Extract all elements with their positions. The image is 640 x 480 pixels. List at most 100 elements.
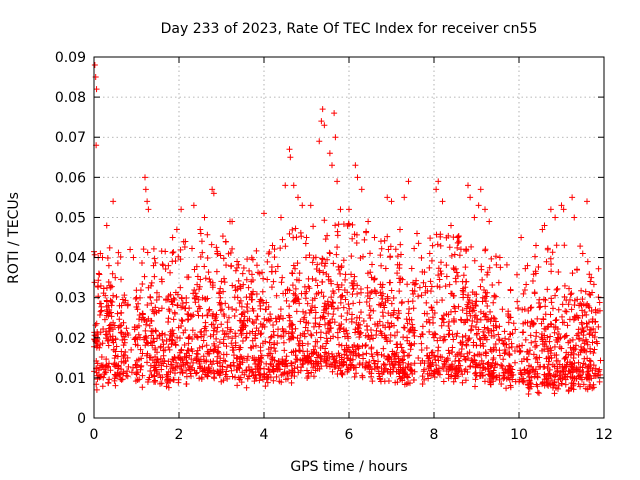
data-point [297, 367, 304, 374]
data-point [224, 319, 231, 326]
data-point [500, 356, 507, 363]
data-point [287, 335, 294, 342]
data-point [233, 264, 240, 271]
data-point [446, 318, 453, 325]
data-point [506, 344, 513, 351]
data-point [429, 242, 436, 249]
data-point [194, 281, 201, 288]
data-point [312, 254, 319, 261]
data-point [243, 294, 250, 301]
data-point [267, 311, 274, 318]
data-point [454, 244, 461, 251]
data-point [436, 365, 443, 372]
data-point [377, 302, 384, 309]
data-point [203, 342, 210, 349]
data-point [164, 376, 171, 383]
data-point [461, 368, 468, 375]
data-point [142, 333, 149, 340]
data-point-outlier [496, 254, 503, 261]
data-point [443, 262, 450, 269]
data-point-outlier [142, 186, 149, 193]
y-tick-label: 0.08 [55, 90, 86, 106]
data-point [547, 255, 554, 262]
data-point [554, 325, 561, 332]
data-point [222, 300, 229, 307]
data-point [217, 363, 224, 370]
data-point [340, 361, 347, 368]
data-point [240, 321, 247, 328]
data-point [231, 363, 238, 370]
data-point [229, 245, 236, 252]
data-point [553, 242, 560, 249]
data-point [282, 243, 289, 250]
data-point [138, 355, 145, 362]
data-point [520, 290, 527, 297]
data-point [398, 251, 405, 258]
data-point [591, 346, 598, 353]
data-point [123, 372, 130, 379]
data-point [91, 279, 98, 286]
data-point [367, 307, 374, 314]
data-point [561, 373, 568, 380]
data-point [257, 302, 264, 309]
data-point [495, 279, 502, 286]
data-point [244, 256, 251, 263]
data-point [139, 372, 146, 379]
data-point [328, 294, 335, 301]
data-point [103, 356, 110, 363]
data-point [552, 292, 559, 299]
data-point [128, 369, 135, 376]
data-point [195, 312, 202, 319]
data-point [518, 371, 525, 378]
data-point [514, 344, 521, 351]
data-point [422, 283, 429, 290]
data-point [561, 242, 568, 249]
data-point [570, 366, 577, 373]
data-point [537, 303, 544, 310]
data-point [435, 344, 442, 351]
data-point [318, 260, 325, 267]
x-tick-label: 10 [510, 427, 528, 443]
data-point [194, 308, 201, 315]
data-point [447, 308, 454, 315]
data-point [210, 358, 217, 365]
data-point [455, 239, 462, 246]
data-point [443, 273, 450, 280]
data-point [303, 367, 310, 374]
data-point [330, 311, 337, 318]
data-point [428, 372, 435, 379]
data-point [232, 333, 239, 340]
data-point [133, 370, 140, 377]
data-point [199, 249, 206, 256]
data-point [220, 351, 227, 358]
data-point-outlier [307, 202, 314, 209]
data-point [289, 321, 296, 328]
data-point [178, 295, 185, 302]
data-point-outlier [584, 198, 590, 205]
data-point [436, 276, 443, 283]
data-point [243, 276, 250, 283]
data-point-outlier [388, 198, 395, 205]
data-point-outlier [354, 174, 361, 181]
data-point [310, 223, 317, 230]
data-point [374, 363, 381, 370]
data-point [548, 295, 555, 302]
data-point [406, 366, 413, 373]
data-point [437, 233, 444, 240]
data-point [593, 338, 600, 345]
data-point [485, 329, 492, 336]
data-point [147, 294, 154, 301]
data-point [561, 319, 568, 326]
data-point [263, 371, 270, 378]
data-point [396, 279, 403, 286]
data-point [220, 377, 227, 384]
data-point [178, 346, 185, 353]
data-point [224, 324, 231, 331]
data-point-outlier [210, 190, 217, 197]
data-point [263, 299, 270, 306]
data-point [377, 252, 384, 259]
data-point-outlier [99, 254, 106, 261]
data-point [251, 354, 258, 361]
data-point [235, 364, 242, 371]
data-point [118, 348, 125, 355]
